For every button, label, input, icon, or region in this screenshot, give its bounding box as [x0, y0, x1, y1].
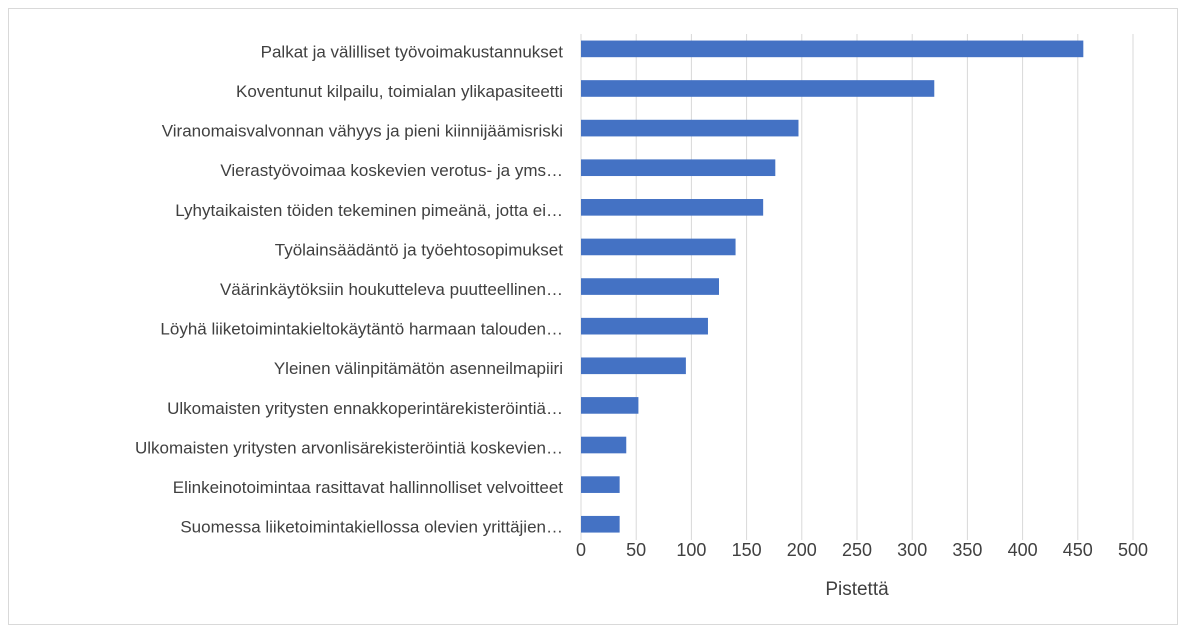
bar — [581, 397, 639, 414]
bar — [581, 199, 764, 216]
x-tick-label: 200 — [787, 540, 817, 560]
bar — [581, 515, 620, 533]
y-tick-label: Löyhä liiketoimintakieltokäytäntö harmaa… — [160, 320, 563, 339]
x-tick-label: 250 — [842, 540, 872, 560]
x-tick-label: 50 — [626, 540, 646, 560]
y-tick-label: Vierastyövoimaa koskevien verotus- ja ym… — [220, 161, 563, 180]
y-tick-label: Koventunut kilpailu, toimialan ylikapasi… — [236, 82, 563, 101]
y-tick-label: Väärinkäytöksiin houkutteleva puutteelli… — [220, 280, 563, 299]
y-tick-label: Työlainsäädäntö ja työehtosopimukset — [275, 240, 564, 259]
bar — [581, 40, 1084, 58]
bar — [581, 278, 719, 295]
bar — [581, 476, 620, 493]
bar — [581, 80, 935, 97]
y-tick-label: Ulkomaisten yritysten ennakkoperintäreki… — [167, 399, 563, 418]
bar — [581, 317, 708, 335]
x-axis-title: Pistettä — [825, 579, 889, 600]
x-tick-label: 0 — [576, 540, 586, 560]
bar — [581, 436, 627, 454]
x-tick-label: 100 — [676, 540, 706, 560]
x-tick-label: 400 — [1008, 540, 1038, 560]
x-tick-label: 450 — [1063, 540, 1093, 560]
bar — [581, 159, 776, 177]
y-tick-label: Palkat ja välilliset työvoimakustannukse… — [261, 42, 564, 61]
bar — [581, 119, 799, 137]
y-tick-label: Elinkeinotoimintaa rasittavat hallinnoll… — [173, 478, 564, 497]
x-tick-label: 300 — [897, 540, 927, 560]
y-tick-label: Viranomaisvalvonnan vähyys ja pieni kiin… — [162, 122, 563, 141]
x-tick-label: 350 — [952, 540, 982, 560]
y-tick-label: Ulkomaisten yritysten arvonlisärekisterö… — [135, 438, 563, 457]
bar — [581, 238, 736, 256]
y-tick-label: Suomessa liiketoimintakiellossa olevien … — [180, 518, 563, 537]
y-tick-label: Lyhytaikaisten töiden tekeminen pimeänä,… — [175, 201, 563, 220]
bar — [581, 357, 686, 375]
y-tick-label: Yleinen välinpitämätön asenneilmapiiri — [274, 359, 563, 378]
x-tick-label: 150 — [732, 540, 762, 560]
x-tick-label: 500 — [1118, 540, 1148, 560]
